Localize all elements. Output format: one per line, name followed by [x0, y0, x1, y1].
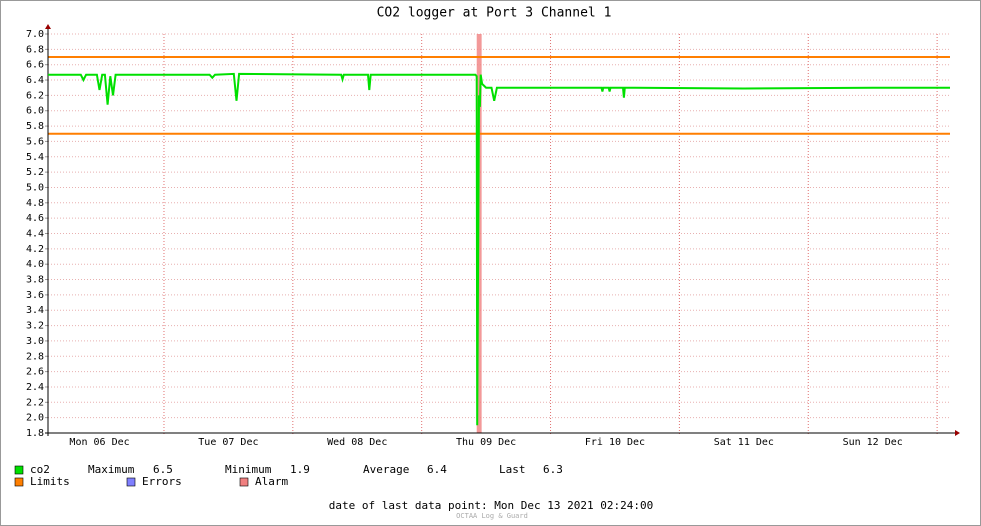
y-tick-label: 3.0 [26, 336, 44, 347]
stat-label: Last [499, 463, 526, 476]
stat-label: Maximum [88, 463, 135, 476]
legend-swatch [126, 477, 136, 487]
x-tick-label: Sat 11 Dec [714, 437, 774, 448]
x-tick-label: Sun 12 Dec [843, 437, 903, 448]
axis-arrow [45, 24, 51, 29]
y-tick-label: 5.2 [26, 167, 44, 178]
legend-swatch [14, 465, 24, 475]
y-tick-label: 6.2 [26, 90, 44, 101]
y-tick-label: 2.8 [26, 351, 44, 362]
y-tick-label: 6.6 [26, 60, 44, 71]
y-tick-label: 6.8 [26, 44, 44, 55]
y-tick-label: 7.0 [26, 29, 44, 40]
y-tick-label: 3.4 [26, 305, 44, 316]
y-tick-label: 2.0 [26, 413, 44, 424]
x-tick-label: Mon 06 Dec [69, 437, 129, 448]
legend-swatch [14, 477, 24, 487]
stat-value: 6.4 [427, 463, 447, 476]
stat-label: Average [363, 463, 409, 476]
y-tick-label: 5.8 [26, 121, 44, 132]
y-tick-label: 2.6 [26, 367, 44, 378]
x-tick-label: Wed 08 Dec [327, 437, 387, 448]
legend-label: Errors [142, 475, 182, 488]
plot-area: 1.8 2.0 2.2 2.4 2.6 2.8 3.0 3.2 3.4 3.6 3.8 4.0 4.2 4… [26, 24, 960, 448]
stat-value: 6.3 [543, 463, 563, 476]
y-tick-label: 4.2 [26, 244, 44, 255]
credit: OCTAA Log & Guard [456, 512, 528, 520]
y-tick-label: 4.8 [26, 198, 44, 209]
y-tick-label: 3.8 [26, 275, 44, 286]
y-tick-label: 2.4 [26, 382, 44, 393]
y-tick-label: 4.0 [26, 259, 44, 270]
y-tick-label: 4.6 [26, 213, 44, 224]
stat-value: 6.5 [153, 463, 173, 476]
axis-arrow [955, 430, 960, 436]
data-line [48, 72, 950, 426]
chart-title: CO2 logger at Port 3 Channel 1 [377, 6, 612, 21]
legend-label: co2 [30, 463, 50, 476]
y-tick-label: 2.2 [26, 397, 44, 408]
x-tick-label: Tue 07 Dec [198, 437, 258, 448]
y-tick-label: 5.0 [26, 182, 44, 193]
y-tick-label: 4.4 [26, 229, 44, 240]
y-tick-label: 3.2 [26, 321, 44, 332]
footer: date of last data point: Mon Dec 13 2021… [329, 499, 654, 512]
stat-label: Minimum [225, 463, 272, 476]
legend-swatch [239, 477, 249, 487]
y-tick-label: 6.0 [26, 106, 44, 117]
y-tick-label: 1.8 [26, 428, 44, 439]
legend-label: Limits [30, 475, 70, 488]
x-tick-label: Fri 10 Dec [585, 437, 645, 448]
stat-value: 1.9 [290, 463, 310, 476]
y-tick-label: 3.6 [26, 290, 44, 301]
y-tick-label: 5.6 [26, 136, 44, 147]
legend-label: Alarm [255, 475, 288, 488]
y-tick-label: 5.4 [26, 152, 44, 163]
y-tick-label: 6.4 [26, 75, 44, 86]
x-tick-label: Thu 09 Dec [456, 437, 516, 448]
